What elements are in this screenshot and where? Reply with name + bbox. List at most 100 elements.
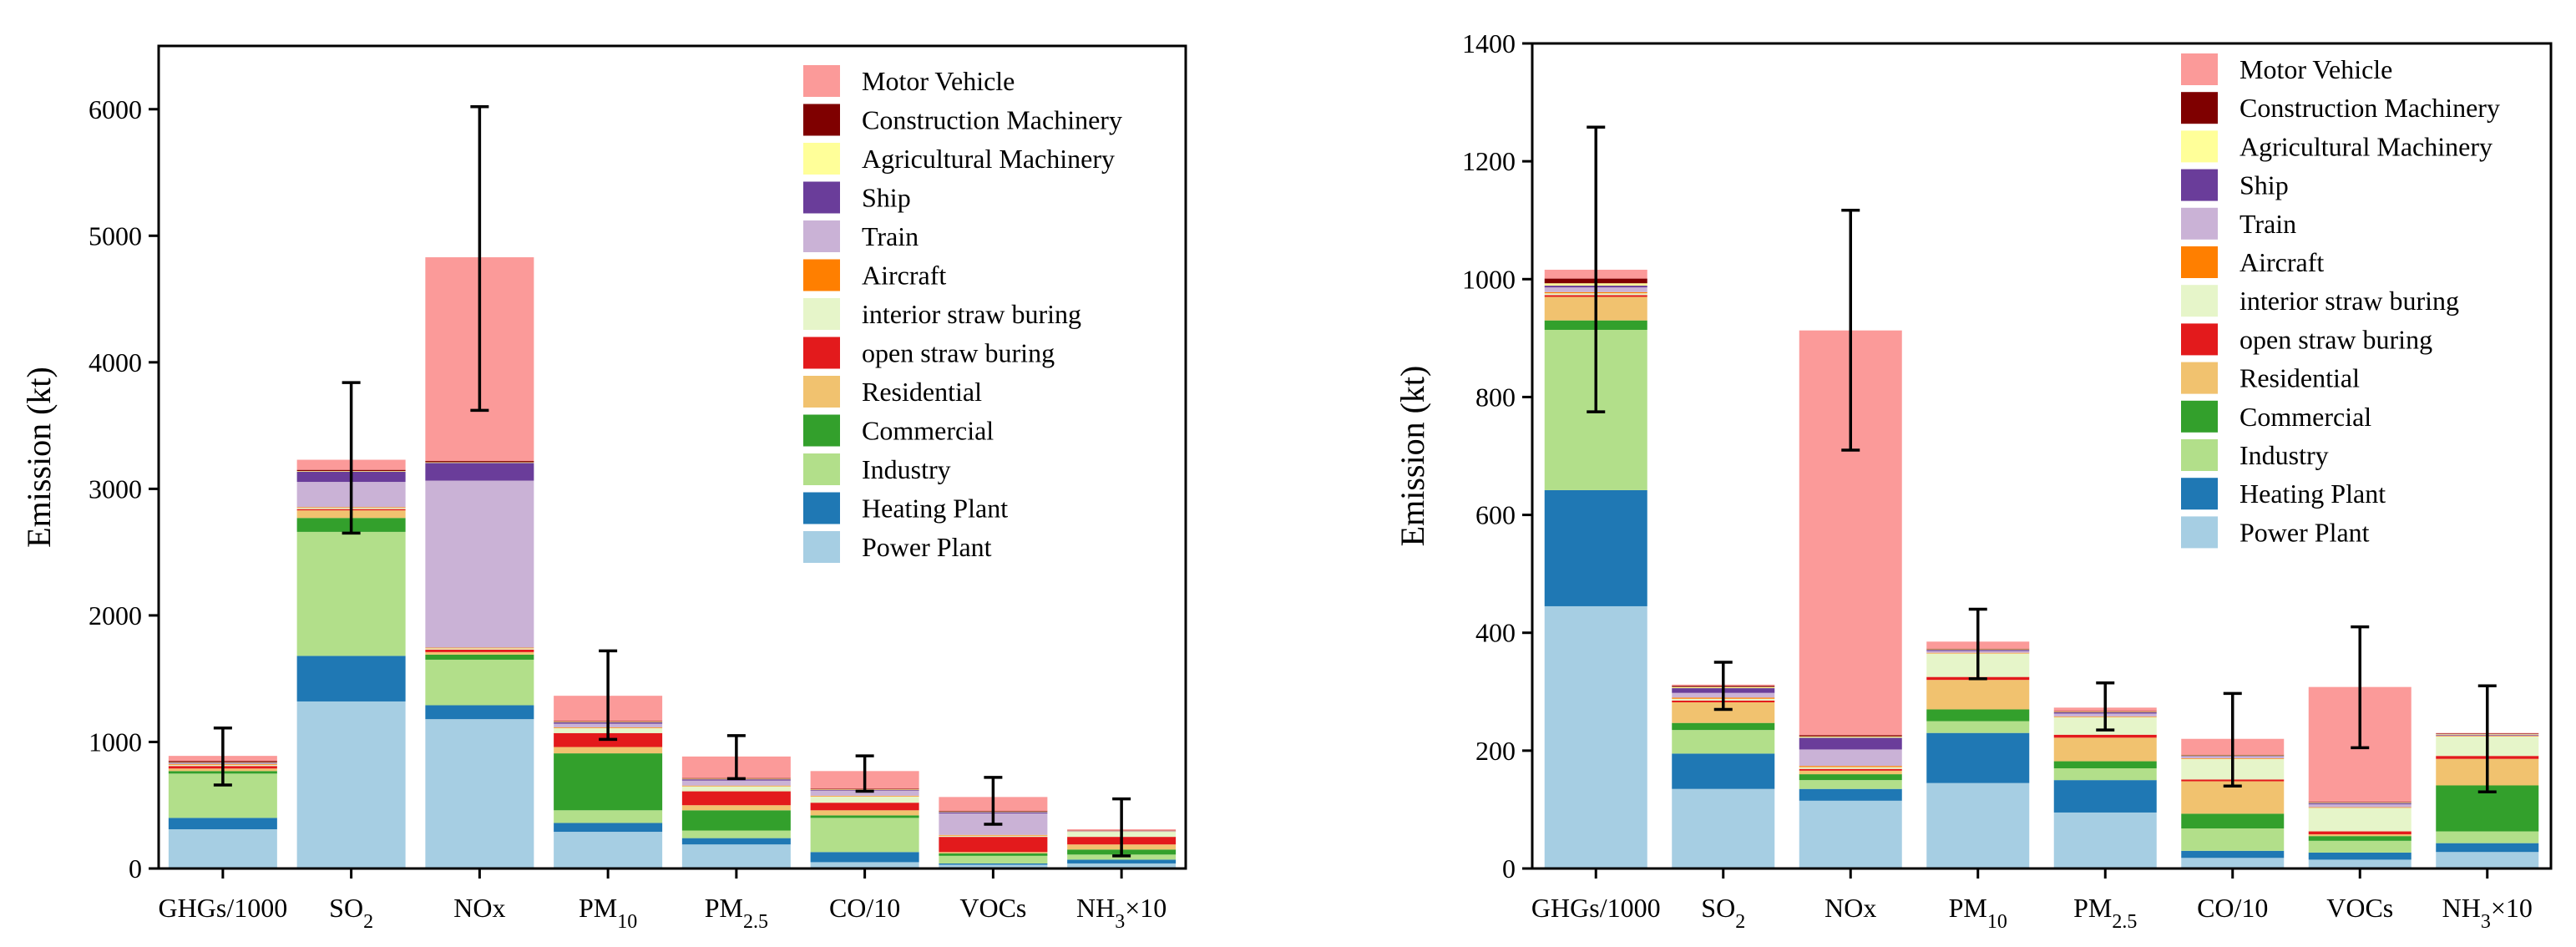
legend-swatch-2-4 xyxy=(2181,207,2218,240)
bar-1-4-8 xyxy=(681,780,791,786)
y-axis-label-1: Emission (kt) xyxy=(20,367,58,548)
legend-label-2-5: Aircraft xyxy=(2239,247,2324,277)
bar-1-5-2 xyxy=(810,818,919,853)
bar-2-1-3 xyxy=(1672,722,1775,731)
bar-2-0-0 xyxy=(1544,605,1647,869)
y-tick-label-2-5: 1000 xyxy=(1462,264,1516,294)
legend-label-1-3: Ship xyxy=(862,183,911,213)
x-tick-label-2-2: NOx xyxy=(1824,893,1876,923)
bar-2-3-2 xyxy=(1926,721,2030,733)
bar-2-6-6 xyxy=(2308,808,2412,832)
x-tick-label-1-2: NOx xyxy=(453,893,505,923)
bar-1-2-2 xyxy=(425,659,534,706)
bar-1-1-0 xyxy=(296,701,406,869)
bar-2-6-4 xyxy=(2308,834,2412,837)
legend-swatch-2-9 xyxy=(2181,400,2218,433)
bar-2-5-1 xyxy=(2181,850,2285,858)
legend-swatch-2-5 xyxy=(2181,246,2218,278)
y-tick-label-2-7: 1400 xyxy=(1462,28,1516,58)
bar-1-6-5 xyxy=(939,837,1048,853)
bar-2-7-0 xyxy=(2436,852,2539,869)
bar-1-2-7 xyxy=(425,647,534,649)
bar-1-2-9 xyxy=(425,463,534,481)
bar-1-4-7 xyxy=(681,785,791,787)
bar-2-6-1 xyxy=(2308,852,2412,860)
x-tick-label-2-7: NH3×10 xyxy=(2442,893,2533,933)
bar-1-3-4 xyxy=(554,747,663,754)
legend-swatch-1-1 xyxy=(803,104,840,136)
bar-1-7-0 xyxy=(1067,863,1177,869)
y-tick-label-1-3: 3000 xyxy=(89,474,142,504)
bar-2-2-5 xyxy=(1799,768,1902,771)
legend-label-1-2: Agricultural Machinery xyxy=(862,144,1115,174)
legend-label-1-12: Power Plant xyxy=(862,532,992,562)
x-tick-label-1-1: SO2 xyxy=(329,893,373,933)
bar-1-4-3 xyxy=(681,810,791,831)
y-tick-label-2-6: 1200 xyxy=(1462,146,1516,176)
y-tick-label-1-1: 1000 xyxy=(89,727,142,757)
x-tick-label-1-7: NH3×10 xyxy=(1076,893,1167,933)
bar-1-5-0 xyxy=(810,862,919,869)
bar-2-5-3 xyxy=(2181,813,2285,829)
bar-2-6-2 xyxy=(2308,840,2412,853)
bar-1-4-1 xyxy=(681,838,791,845)
legend-swatch-1-10 xyxy=(803,453,840,485)
y-tick-label-2-3: 600 xyxy=(1475,500,1516,530)
x-tick-label-2-4: PM2.5 xyxy=(2073,893,2137,933)
bar-2-5-0 xyxy=(2181,858,2285,869)
legend-label-1-5: Aircraft xyxy=(862,261,946,291)
legend-label-2-0: Motor Vehicle xyxy=(2239,54,2392,84)
bar-2-4-4 xyxy=(2053,737,2157,762)
bar-1-6-3 xyxy=(939,853,1048,856)
bar-1-3-3 xyxy=(554,753,663,811)
legend-label-1-10: Industry xyxy=(862,454,951,484)
legend-swatch-2-12 xyxy=(2181,516,2218,549)
legend-label-2-6: interior straw buring xyxy=(2239,286,2459,316)
legend-label-2-8: Residential xyxy=(2239,363,2360,393)
y-tick-label-1-5: 5000 xyxy=(89,220,142,251)
bar-1-1-2 xyxy=(296,531,406,656)
bar-2-3-0 xyxy=(1926,782,2030,869)
legend-swatch-1-7 xyxy=(803,337,840,369)
bar-1-5-8 xyxy=(810,790,919,796)
legend-swatch-1-12 xyxy=(803,531,840,563)
bar-1-2-0 xyxy=(425,719,534,869)
bar-1-4-5 xyxy=(681,791,791,806)
bar-2-1-1 xyxy=(1672,753,1775,789)
bar-1-2-8 xyxy=(425,480,534,648)
bar-1-6-6 xyxy=(939,835,1048,838)
bar-1-2-4 xyxy=(425,651,534,655)
legend-label-2-1: Construction Machinery xyxy=(2239,93,2500,123)
x-tick-label-1-4: PM2.5 xyxy=(705,893,768,933)
x-tick-label-1-6: VOCs xyxy=(959,893,1026,923)
bar-2-2-1 xyxy=(1799,788,1902,801)
bar-2-5-2 xyxy=(2181,828,2285,851)
bar-1-0-0 xyxy=(168,829,277,869)
plot-frame-1 xyxy=(157,44,1187,870)
legend-swatch-1-2 xyxy=(803,143,840,175)
legend-swatch-1-5 xyxy=(803,259,840,291)
bar-2-6-5 xyxy=(2308,831,2412,835)
bar-1-3-0 xyxy=(554,832,663,869)
legend-label-1-8: Residential xyxy=(862,377,982,407)
bar-2-2-4 xyxy=(1799,770,1902,775)
legend-label-2-4: Train xyxy=(2239,209,2296,239)
legend-label-2-9: Commercial xyxy=(2239,402,2371,432)
bar-2-4-3 xyxy=(2053,761,2157,769)
y-tick-label-2-0: 0 xyxy=(1502,853,1516,884)
bar-1-6-2 xyxy=(939,855,1048,863)
bar-2-6-9 xyxy=(2308,803,2412,805)
bar-1-4-4 xyxy=(681,805,791,811)
x-tick-label-1-0: GHGs/1000 xyxy=(159,893,288,923)
bar-2-2-11 xyxy=(1799,735,1902,737)
bar-2-0-1 xyxy=(1544,489,1647,606)
legend-swatch-1-11 xyxy=(803,492,840,524)
bar-1-5-6 xyxy=(810,796,919,803)
legend-label-1-4: Train xyxy=(862,221,919,251)
bar-2-7-1 xyxy=(2436,843,2539,853)
bar-2-3-1 xyxy=(1926,732,2030,783)
bar-2-1-0 xyxy=(1672,788,1775,869)
bar-1-6-4 xyxy=(939,852,1048,853)
bar-2-2-9 xyxy=(1799,737,1902,750)
